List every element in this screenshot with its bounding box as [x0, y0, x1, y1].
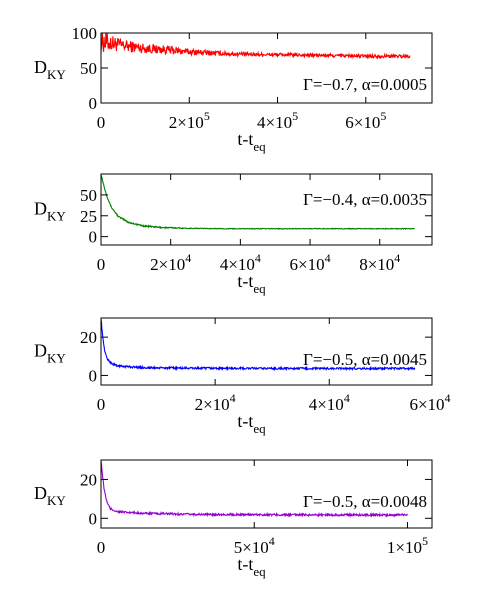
- y-tick-label: 0: [89, 509, 98, 528]
- series-line: [100, 32, 411, 60]
- x-tick-label: 4×104: [220, 251, 261, 274]
- x-tick-label: 5×104: [234, 534, 275, 557]
- x-tick-label: 0: [97, 538, 106, 557]
- y-tick-label: 0: [89, 366, 98, 385]
- x-tick-label: 1×105: [387, 534, 428, 557]
- x-tick-label: 4×104: [309, 391, 350, 414]
- x-tick-label: 6×104: [409, 391, 450, 414]
- y-axis-label: DKY: [34, 57, 66, 82]
- y-tick-label: 50: [80, 186, 97, 205]
- x-tick-label: 6×104: [290, 251, 331, 274]
- y-tick-label: 0: [89, 228, 98, 247]
- y-tick-label: 50: [80, 59, 97, 78]
- x-tick-label: 0: [97, 255, 106, 274]
- panel-3: 0 20 0 2×104 4×104 6×104 DKY t-teq Γ=−0.5, α=0.0…: [34, 317, 451, 436]
- x-tick-label: 2×104: [150, 251, 191, 274]
- panel-annotation: Γ=−0.5, α=0.0048: [303, 492, 427, 511]
- x-tick-label: 4×105: [257, 109, 298, 132]
- y-axis-label: DKY: [34, 483, 66, 508]
- y-tick-label: 0: [89, 94, 98, 113]
- plot-frame: [100, 173, 433, 246]
- y-tick-label: 20: [80, 470, 97, 489]
- y-tick-label: 100: [72, 24, 98, 43]
- x-axis-label: t-teq: [237, 411, 266, 436]
- y-axis-label: DKY: [34, 341, 66, 366]
- panel-1: 0 50 100 0 2×105 4×105 6×105 DKY t-teq Γ=−0.7, α=…: [34, 24, 433, 154]
- series-line: [100, 460, 408, 518]
- x-axis-label: t-teq: [237, 554, 266, 579]
- series-line: [100, 174, 415, 230]
- plot-frame: [100, 317, 433, 386]
- series-line: [100, 318, 416, 372]
- x-tick-label: 2×105: [169, 109, 210, 132]
- x-tick-label: 0: [97, 113, 106, 132]
- x-tick-label: 2×104: [195, 391, 236, 414]
- panel-4: 0 20 0 5×104 1×105 DKY t-teq Γ=−0.5, α=0.0048: [34, 459, 433, 579]
- plot-frame: [100, 459, 433, 529]
- panel-annotation: Γ=−0.5, α=0.0045: [303, 350, 427, 369]
- panel-2: 0 25 50 0 2×104 4×104 6×104 8×104 DKY t-teq Γ=−0.4…: [34, 173, 433, 296]
- panel-annotation: Γ=−0.4, α=0.0035: [303, 190, 427, 209]
- x-tick-label: 6×105: [345, 109, 386, 132]
- panel-annotation: Γ=−0.7, α=0.0005: [303, 75, 427, 94]
- y-tick-label: 20: [80, 328, 97, 347]
- x-tick-label: 8×104: [359, 251, 400, 274]
- x-tick-label: 0: [97, 395, 106, 414]
- y-axis-label: DKY: [34, 199, 66, 224]
- x-axis-label: t-teq: [237, 271, 266, 296]
- x-axis-label: t-teq: [237, 129, 266, 154]
- y-tick-label: 25: [80, 207, 97, 226]
